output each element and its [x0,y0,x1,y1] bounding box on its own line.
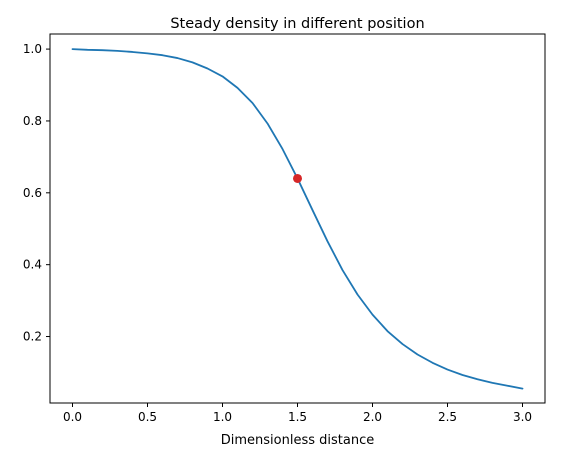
plot-area [49,33,546,404]
y-tick-label: 1.0 [23,42,42,56]
chart-title: Steady density in different position [170,16,424,32]
x-tick-label: 0.5 [138,410,157,424]
x-tick-label: 2.0 [363,410,382,424]
x-tick-label: 1.0 [213,410,232,424]
y-axis: 0.2 0.4 0.6 0.8 1.0 [23,42,50,344]
y-tick-label: 0.6 [23,186,42,200]
x-axis-label: Dimensionless distance [221,433,374,448]
x-tick-label: 3.0 [513,410,532,424]
y-tick-label: 0.2 [23,330,42,344]
x-tick-label: 0.0 [63,410,82,424]
x-axis: 0.0 0.5 1.0 1.5 2.0 2.5 3.0 [63,403,532,424]
x-tick-label: 2.5 [438,410,457,424]
x-tick-label: 1.5 [288,410,307,424]
y-tick-label: 0.4 [23,258,42,272]
series-layer [71,48,524,390]
highlight-point [293,173,302,183]
y-tick-label: 0.8 [23,114,42,128]
